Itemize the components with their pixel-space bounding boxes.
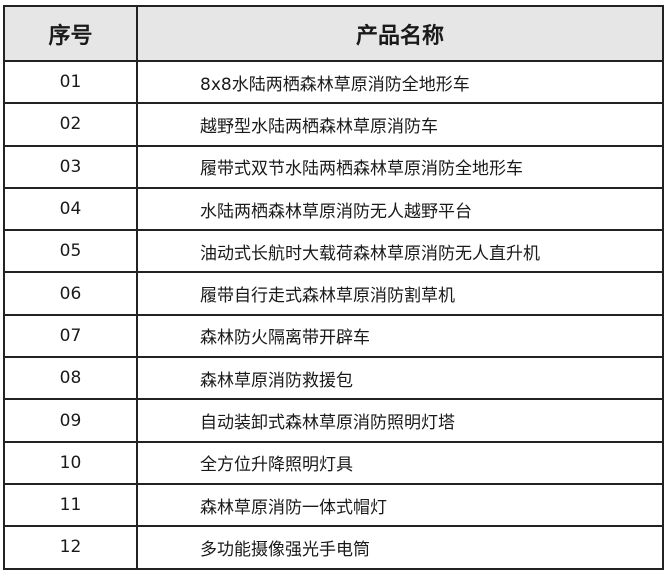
row-product-name: 8x8水陆两栖森林草原消防全地形车: [136, 59, 664, 105]
row-product-name: 森林草原消防救援包: [136, 356, 664, 401]
table-row: 11 森林草原消防一体式帽灯: [3, 482, 664, 528]
row-number: 02: [3, 102, 138, 147]
table-row: 07 森林防火隔离带开辟车: [3, 313, 664, 359]
row-product-name: 油动式长航时大载荷森林草原消防无人直升机: [136, 229, 664, 274]
row-number: 08: [3, 356, 138, 401]
table-row: 01 8x8水陆两栖森林草原消防全地形车: [3, 59, 664, 105]
table-header-row: 序号 产品名称: [3, 5, 664, 62]
row-product-name: 森林防火隔离带开辟车: [136, 313, 664, 359]
row-product-name: 自动装卸式森林草原消防照明灯塔: [136, 398, 664, 443]
row-number: 03: [3, 144, 138, 189]
row-product-name: 履带自行走式森林草原消防割草机: [136, 271, 664, 316]
header-product-name: 产品名称: [136, 5, 664, 62]
row-product-name: 全方位升降照明灯具: [136, 440, 664, 485]
table-row: 08 森林草原消防救援包: [3, 356, 664, 401]
table-row: 05 油动式长航时大载荷森林草原消防无人直升机: [3, 229, 664, 274]
row-number: 01: [3, 59, 138, 105]
row-number: 11: [3, 482, 138, 528]
row-number: 07: [3, 313, 138, 359]
table-row: 04 水陆两栖森林草原消防无人越野平台: [3, 186, 664, 232]
row-product-name: 水陆两栖森林草原消防无人越野平台: [136, 186, 664, 232]
header-number: 序号: [3, 5, 138, 62]
table-row: 02 越野型水陆两栖森林草原消防车: [3, 102, 664, 147]
row-product-name: 多功能摄像强光手电筒: [136, 525, 664, 570]
row-number: 05: [3, 229, 138, 274]
row-product-name: 履带式双节水陆两栖森林草原消防全地形车: [136, 144, 664, 189]
product-table: 序号 产品名称 01 8x8水陆两栖森林草原消防全地形车 02 越野型水陆两栖森林草原…: [3, 5, 664, 570]
row-number: 04: [3, 186, 138, 232]
row-number: 09: [3, 398, 138, 443]
row-product-name: 越野型水陆两栖森林草原消防车: [136, 102, 664, 147]
table-row: 09 自动装卸式森林草原消防照明灯塔: [3, 398, 664, 443]
table-row: 10 全方位升降照明灯具: [3, 440, 664, 485]
table-row: 06 履带自行走式森林草原消防割草机: [3, 271, 664, 316]
row-number: 12: [3, 525, 138, 570]
row-number: 10: [3, 440, 138, 485]
row-product-name: 森林草原消防一体式帽灯: [136, 482, 664, 528]
table-row: 03 履带式双节水陆两栖森林草原消防全地形车: [3, 144, 664, 189]
table-row: 12 多功能摄像强光手电筒: [3, 525, 664, 570]
row-number: 06: [3, 271, 138, 316]
